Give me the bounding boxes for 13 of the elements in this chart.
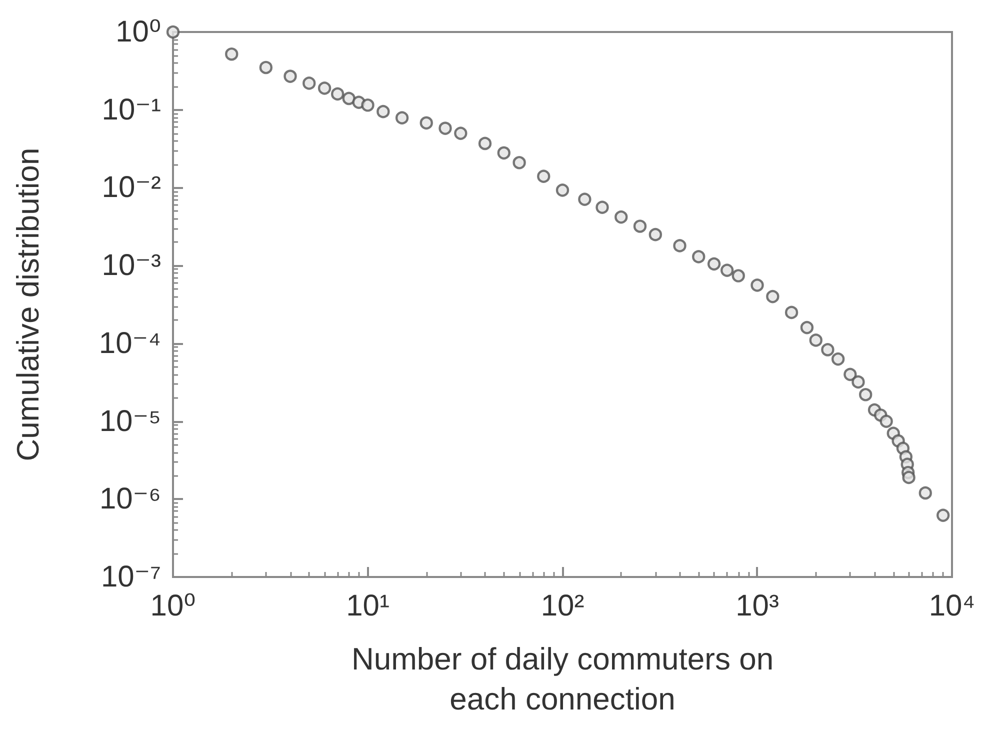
y-tick-label: 10⁻² [102,171,161,204]
x-tick-label: 10⁴ [928,590,976,622]
x-axis-title: Number of daily commuters on each connection [351,642,774,716]
y-tick-label: 10⁻³ [102,249,161,282]
x-tick-label: 10² [540,590,584,622]
x-tick-label: 10¹ [346,590,390,622]
y-tick-label: 10⁻⁴ [98,326,161,360]
x-tick-label: 10³ [736,590,779,622]
y-axis-title: Cumulative distribution [10,148,46,462]
y-tick-label: 10⁻⁶ [99,482,161,516]
y-tick-label: 10⁰ [116,16,161,48]
y-tick-label: 10⁻¹ [102,93,161,126]
y-tick-label: 10⁻⁵ [99,404,161,438]
